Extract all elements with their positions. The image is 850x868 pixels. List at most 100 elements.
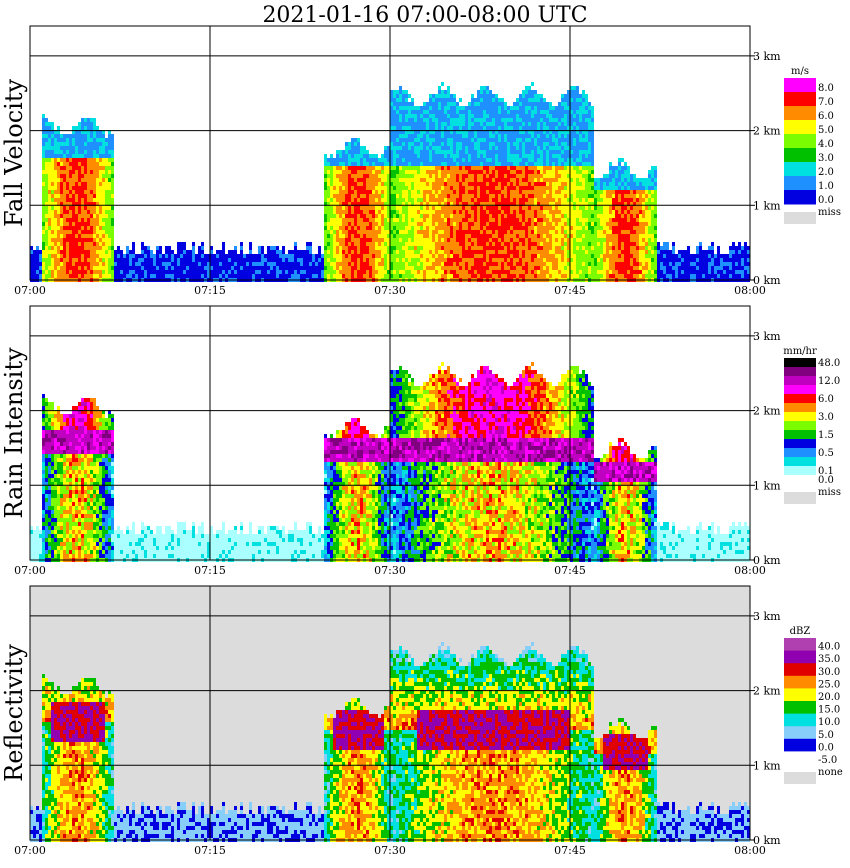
legend-swatch — [784, 421, 816, 431]
x-tick-label: 07:00 — [14, 844, 46, 857]
legend-label: 0.5 — [818, 448, 834, 459]
legend-swatch — [784, 701, 816, 715]
legend-swatch — [784, 713, 816, 727]
legend-label: 6.0 — [818, 111, 834, 122]
legend-swatch — [784, 738, 816, 752]
legend-swatch — [784, 162, 816, 177]
legend-label: 4.0 — [818, 139, 834, 150]
height-tick-label: 2 km — [753, 125, 781, 138]
legend-label: 0.1 — [818, 466, 834, 477]
legend-swatch — [784, 726, 816, 740]
chart-title: 2021-01-16 07:00-08:00 UTC — [262, 3, 587, 28]
legend-label: 7.0 — [818, 97, 834, 108]
legend-swatch — [784, 403, 816, 413]
legend-swatch — [784, 385, 816, 395]
x-tick-label: 07:30 — [374, 844, 406, 857]
y-axis-label: Fall Velocity — [0, 79, 28, 228]
legend-swatch — [784, 638, 816, 652]
legend-swatch — [784, 367, 816, 377]
legend-swatch — [784, 688, 816, 702]
x-tick-label: 07:00 — [14, 564, 46, 577]
legend-unit: dBZ — [790, 626, 811, 637]
legend-swatch — [784, 663, 816, 677]
legend-swatch — [784, 78, 816, 93]
x-tick-label: 07:45 — [554, 284, 586, 297]
legend-label: 48.0 — [818, 358, 840, 369]
height-tick-label: 3 km — [753, 50, 781, 63]
legend-swatch — [784, 650, 816, 664]
field-rain-intensity — [30, 362, 750, 562]
legend-swatch — [784, 148, 816, 163]
x-tick-label: 08:00 — [734, 284, 766, 297]
height-tick-label: 2 km — [753, 405, 781, 418]
legend-swatch — [784, 120, 816, 135]
legend-label: 2.0 — [818, 167, 834, 178]
height-tick-label: 1 km — [753, 759, 781, 772]
x-tick-label: 08:00 — [734, 564, 766, 577]
legend-swatch — [784, 106, 816, 121]
legend-swatch — [784, 430, 816, 440]
legend-missing-swatch — [784, 772, 816, 784]
legend-label: 1.5 — [818, 430, 834, 441]
x-tick-label: 07:15 — [194, 284, 226, 297]
legend-swatch — [784, 475, 816, 485]
x-tick-label: 07:30 — [374, 564, 406, 577]
legend-swatch — [784, 448, 816, 458]
legend-swatch — [784, 134, 816, 149]
legend-label: 20.0 — [818, 692, 840, 703]
x-tick-label: 07:30 — [374, 284, 406, 297]
x-tick-label: 07:00 — [14, 284, 46, 297]
legend-label: 0.0 — [818, 475, 834, 486]
legend-swatch — [784, 751, 816, 765]
height-tick-label: 0 km — [753, 554, 781, 567]
x-tick-label: 07:15 — [194, 564, 226, 577]
height-tick-label: 3 km — [753, 610, 781, 623]
y-axis-label: Reflectivity — [0, 644, 28, 782]
x-tick-label: 08:00 — [734, 844, 766, 857]
field-reflectivity — [30, 642, 750, 842]
legend-missing-label: none — [818, 767, 843, 778]
legend-swatch — [784, 412, 816, 422]
legend-swatch — [784, 190, 816, 205]
legend-missing-swatch — [784, 492, 816, 504]
legend-swatch — [784, 92, 816, 107]
legend-label: 3.0 — [818, 412, 834, 423]
height-tick-label: 0 km — [753, 274, 781, 287]
legend-label: 12.0 — [818, 376, 840, 387]
legend-swatch — [784, 376, 816, 386]
legend-label: -5.0 — [818, 755, 837, 766]
field-fall-velocity — [30, 82, 750, 282]
height-tick-label: 1 km — [753, 479, 781, 492]
legend-label: 5.0 — [818, 730, 834, 741]
legend-label: 15.0 — [818, 705, 840, 716]
legend-missing-label: miss — [818, 207, 841, 218]
legend-label: 35.0 — [818, 654, 840, 665]
legend-label: 1.0 — [818, 181, 834, 192]
x-tick-label: 07:15 — [194, 844, 226, 857]
height-tick-label: 0 km — [753, 834, 781, 847]
legend-unit: m/s — [791, 66, 809, 77]
legend-label: 0.0 — [818, 195, 834, 206]
legend-swatch — [784, 457, 816, 467]
legend-unit: mm/hr — [783, 346, 817, 357]
legend-swatch — [784, 176, 816, 191]
legend-label: 30.0 — [818, 667, 840, 678]
legend-swatch — [784, 675, 816, 689]
legend-swatch — [784, 394, 816, 404]
height-tick-label: 3 km — [753, 330, 781, 343]
legend-label: 10.0 — [818, 717, 840, 728]
legend-label: 0.0 — [818, 742, 834, 753]
y-axis-label: Rain Intensity — [0, 347, 28, 519]
legend-label: 5.0 — [818, 125, 834, 136]
height-tick-label: 1 km — [753, 199, 781, 212]
legend-label: 6.0 — [818, 394, 834, 405]
height-tick-label: 2 km — [753, 685, 781, 698]
legend-label: 8.0 — [818, 83, 834, 94]
legend-swatch — [784, 439, 816, 449]
legend-missing-swatch — [784, 212, 816, 224]
legend-swatch — [784, 358, 816, 368]
legend-label: 40.0 — [818, 642, 840, 653]
legend-label: 25.0 — [818, 679, 840, 690]
x-tick-label: 07:45 — [554, 844, 586, 857]
